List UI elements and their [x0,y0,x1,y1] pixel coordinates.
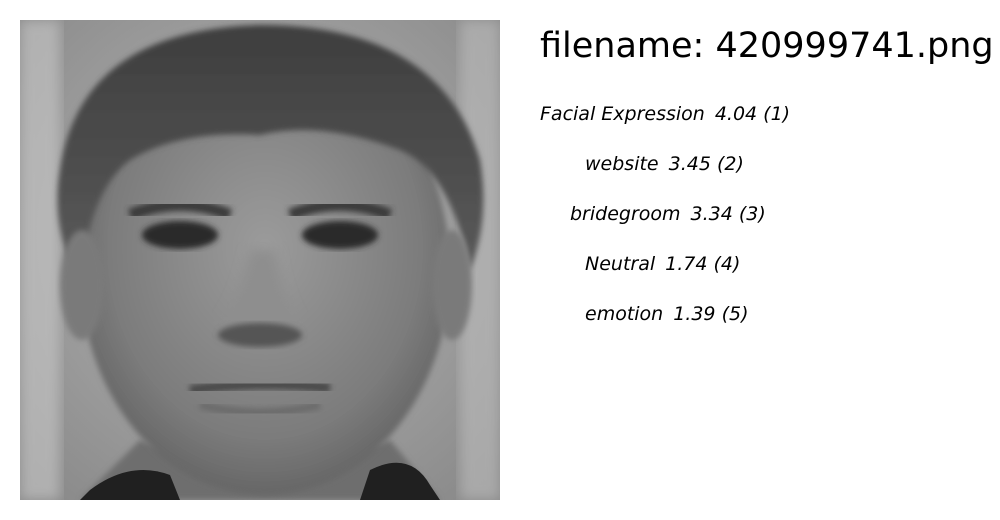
label-name: bridegroom [570,203,681,225]
label-rank: (2) [716,153,744,175]
label-score: 3.45 [668,153,711,175]
label-rank: (3) [738,203,766,225]
label-item: Facial Expression 4.04 (1) [540,100,790,128]
label-rank: (4) [713,253,741,275]
label-name: emotion [585,303,664,325]
label-item: bridegroom 3.34 (3) [570,200,766,228]
label-item: emotion 1.39 (5) [585,300,749,328]
label-rank: (1) [763,103,791,125]
label-score: 1.39 [673,303,716,325]
label-score: 4.04 [714,103,758,125]
label-item: Neutral 1.74 (4) [585,250,740,278]
face-photo [20,20,500,500]
label-rank: (5) [721,303,749,325]
label-name: Facial Expression [540,103,705,125]
label-score: 1.74 [665,253,708,275]
label-score: 3.34 [690,203,733,225]
label-item: website 3.45 (2) [585,150,744,178]
filename-heading: filename: 420999741.png [540,26,994,66]
label-name: website [585,153,659,175]
label-name: Neutral [585,253,656,275]
